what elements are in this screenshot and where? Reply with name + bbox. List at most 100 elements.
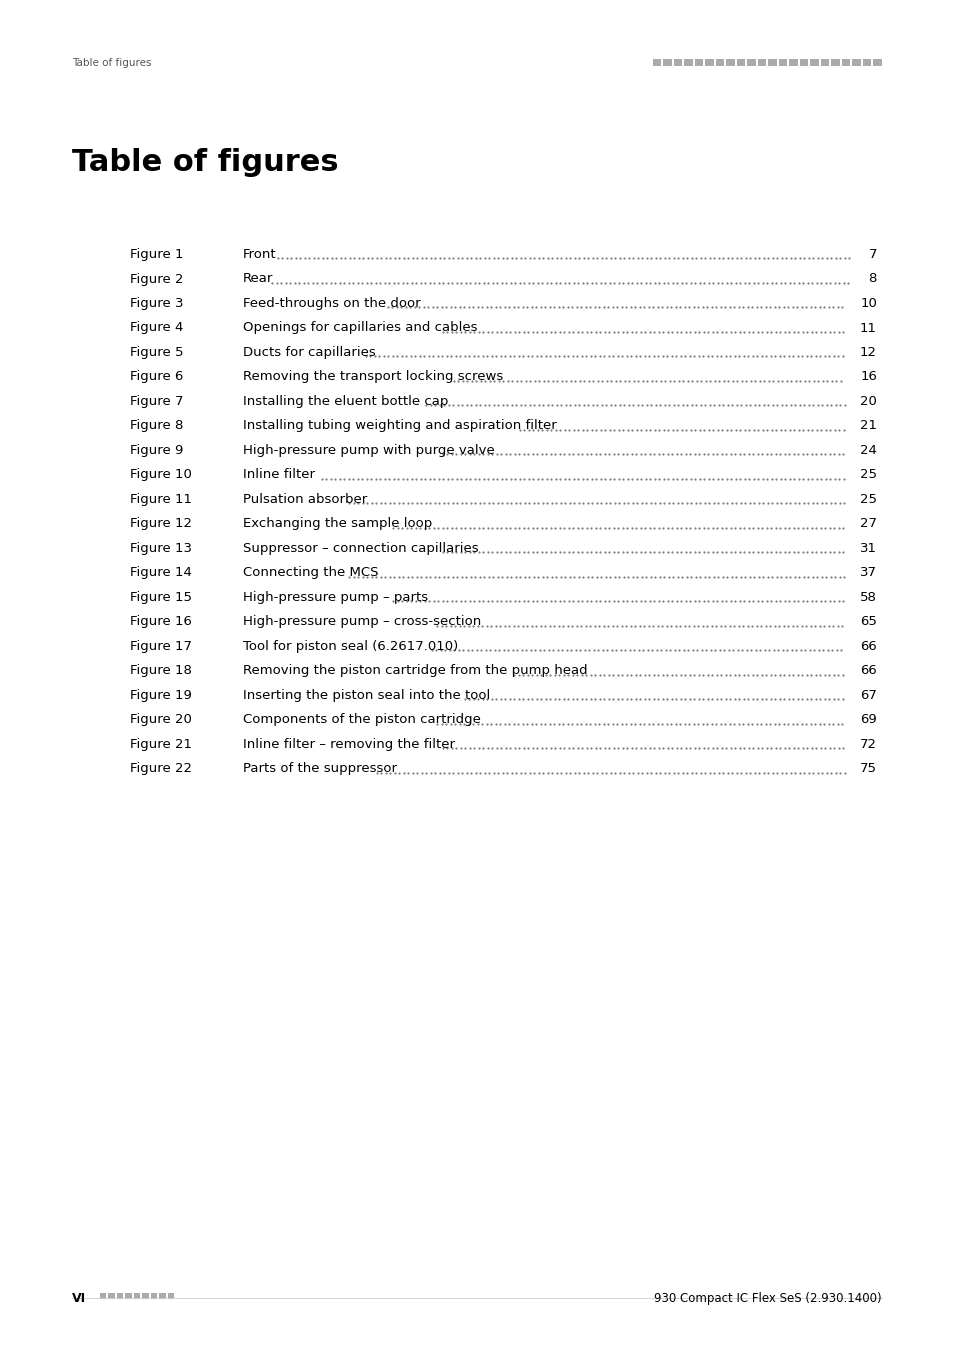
Bar xyxy=(142,1293,149,1299)
Text: Figure 4: Figure 4 xyxy=(130,321,183,335)
Text: Figure 2: Figure 2 xyxy=(130,273,183,285)
Bar xyxy=(779,59,786,66)
Bar xyxy=(758,59,765,66)
Text: Table of figures: Table of figures xyxy=(71,148,338,177)
Bar xyxy=(737,59,744,66)
Text: Figure 21: Figure 21 xyxy=(130,738,192,751)
Text: High-pressure pump – cross-section: High-pressure pump – cross-section xyxy=(243,616,480,629)
Bar xyxy=(133,1293,140,1299)
Text: Removing the transport locking screws: Removing the transport locking screws xyxy=(243,370,503,383)
Text: 25: 25 xyxy=(859,493,876,506)
Text: Exchanging the sample loop: Exchanging the sample loop xyxy=(243,517,432,531)
Bar xyxy=(852,59,861,66)
Text: High-pressure pump with purge valve: High-pressure pump with purge valve xyxy=(243,444,495,458)
Text: Installing tubing weighting and aspiration filter: Installing tubing weighting and aspirati… xyxy=(243,420,557,432)
Text: Connecting the MCS: Connecting the MCS xyxy=(243,567,378,579)
Text: 66: 66 xyxy=(860,664,876,678)
Text: Figure 5: Figure 5 xyxy=(130,346,183,359)
Text: Rear: Rear xyxy=(243,273,274,285)
Bar xyxy=(821,59,828,66)
Text: Figure 18: Figure 18 xyxy=(130,664,192,678)
Text: Tool for piston seal (6.2617.010): Tool for piston seal (6.2617.010) xyxy=(243,640,457,653)
Text: 8: 8 xyxy=(868,273,876,285)
Bar xyxy=(841,59,850,66)
Text: Figure 9: Figure 9 xyxy=(130,444,183,458)
Text: Openings for capillaries and cables: Openings for capillaries and cables xyxy=(243,321,477,335)
Text: Figure 3: Figure 3 xyxy=(130,297,183,310)
Text: Components of the piston cartridge: Components of the piston cartridge xyxy=(243,714,480,726)
Bar xyxy=(684,59,692,66)
Text: Figure 14: Figure 14 xyxy=(130,567,192,579)
Bar xyxy=(673,59,681,66)
Bar xyxy=(862,59,871,66)
Text: Figure 17: Figure 17 xyxy=(130,640,192,653)
Bar xyxy=(873,59,882,66)
Text: VI: VI xyxy=(71,1292,86,1305)
Text: Figure 22: Figure 22 xyxy=(130,763,192,775)
Bar xyxy=(789,59,797,66)
Bar xyxy=(151,1293,157,1299)
Text: Figure 8: Figure 8 xyxy=(130,420,183,432)
Text: 27: 27 xyxy=(859,517,876,531)
Text: 31: 31 xyxy=(859,541,876,555)
Text: Figure 11: Figure 11 xyxy=(130,493,192,506)
Bar xyxy=(117,1293,123,1299)
Text: Table of figures: Table of figures xyxy=(71,58,152,68)
Text: 67: 67 xyxy=(860,688,876,702)
Text: Inserting the piston seal into the tool: Inserting the piston seal into the tool xyxy=(243,688,490,702)
Text: Feed-throughs on the door: Feed-throughs on the door xyxy=(243,297,420,310)
Text: Ducts for capillaries: Ducts for capillaries xyxy=(243,346,375,359)
Text: Figure 10: Figure 10 xyxy=(130,468,192,482)
Bar xyxy=(747,59,755,66)
Bar xyxy=(662,59,671,66)
Text: 65: 65 xyxy=(860,616,876,629)
Text: 69: 69 xyxy=(860,714,876,726)
Text: Front: Front xyxy=(243,248,276,261)
Text: 37: 37 xyxy=(859,567,876,579)
Text: Installing the eluent bottle cap: Installing the eluent bottle cap xyxy=(243,396,448,408)
Text: 24: 24 xyxy=(860,444,876,458)
Bar xyxy=(100,1293,107,1299)
Bar xyxy=(652,59,660,66)
Text: 12: 12 xyxy=(859,346,876,359)
Bar xyxy=(168,1293,174,1299)
Text: Figure 16: Figure 16 xyxy=(130,616,192,629)
Text: 75: 75 xyxy=(859,763,876,775)
Bar xyxy=(768,59,776,66)
Bar xyxy=(695,59,702,66)
Text: 7: 7 xyxy=(867,248,876,261)
Bar xyxy=(159,1293,166,1299)
Text: Removing the piston cartridge from the pump head: Removing the piston cartridge from the p… xyxy=(243,664,587,678)
Text: 58: 58 xyxy=(860,591,876,603)
Bar xyxy=(716,59,723,66)
Bar xyxy=(126,1293,132,1299)
Bar xyxy=(705,59,713,66)
Bar xyxy=(800,59,807,66)
Bar xyxy=(831,59,840,66)
Text: Figure 1: Figure 1 xyxy=(130,248,183,261)
Text: 930 Compact IC Flex SeS (2.930.1400): 930 Compact IC Flex SeS (2.930.1400) xyxy=(654,1292,882,1305)
Bar xyxy=(109,1293,115,1299)
Text: Figure 15: Figure 15 xyxy=(130,591,192,603)
Bar xyxy=(810,59,818,66)
Text: 21: 21 xyxy=(859,420,876,432)
Text: 11: 11 xyxy=(859,321,876,335)
Text: 25: 25 xyxy=(859,468,876,482)
Bar xyxy=(726,59,734,66)
Text: High-pressure pump – parts: High-pressure pump – parts xyxy=(243,591,428,603)
Text: Inline filter: Inline filter xyxy=(243,468,314,482)
Text: Parts of the suppressor: Parts of the suppressor xyxy=(243,763,396,775)
Text: 10: 10 xyxy=(860,297,876,310)
Text: Suppressor – connection capillaries: Suppressor – connection capillaries xyxy=(243,541,478,555)
Text: Figure 6: Figure 6 xyxy=(130,370,183,383)
Text: 66: 66 xyxy=(860,640,876,653)
Text: Figure 13: Figure 13 xyxy=(130,541,192,555)
Text: 20: 20 xyxy=(860,396,876,408)
Text: Figure 19: Figure 19 xyxy=(130,688,192,702)
Text: Figure 7: Figure 7 xyxy=(130,396,183,408)
Text: Figure 20: Figure 20 xyxy=(130,714,192,726)
Text: 72: 72 xyxy=(859,738,876,751)
Text: 16: 16 xyxy=(860,370,876,383)
Text: Figure 12: Figure 12 xyxy=(130,517,192,531)
Text: Inline filter – removing the filter: Inline filter – removing the filter xyxy=(243,738,455,751)
